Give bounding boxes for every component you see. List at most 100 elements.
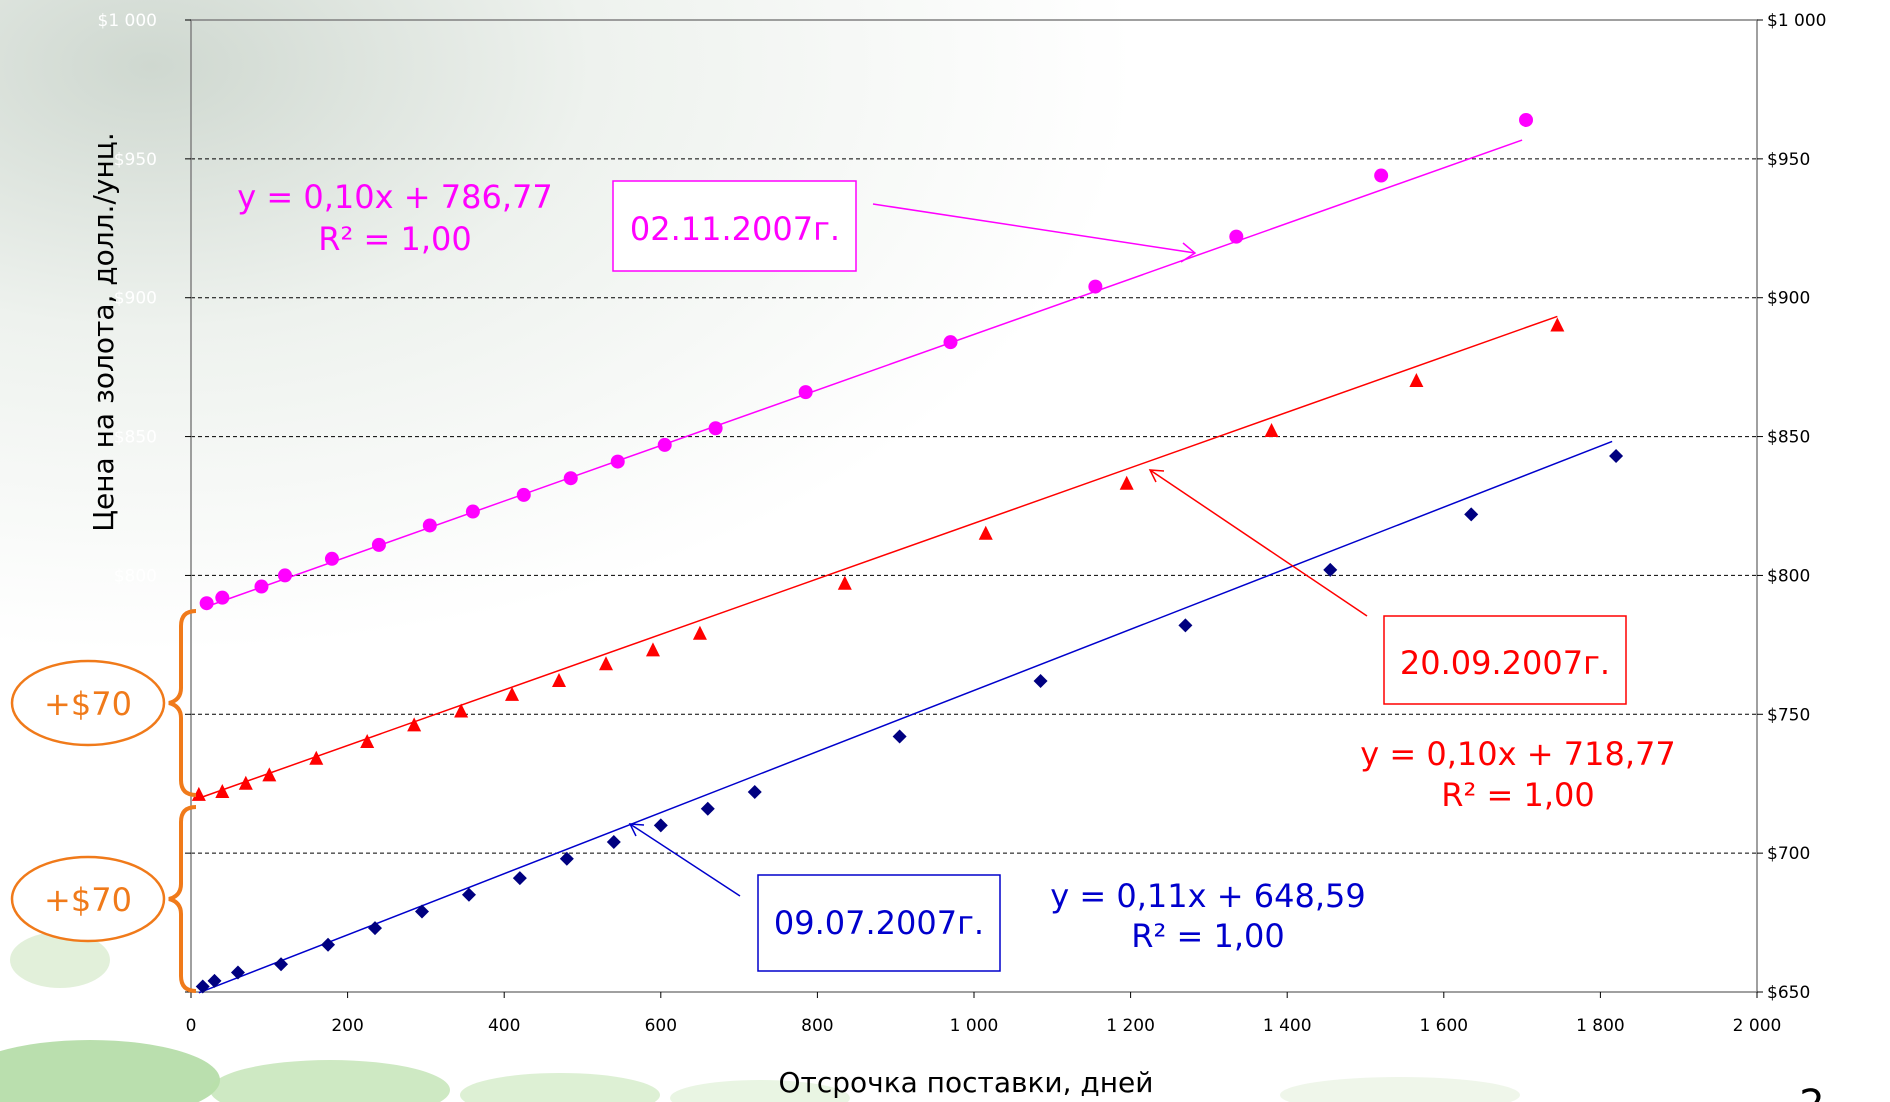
series-sep xyxy=(191,315,1565,801)
brace-icon xyxy=(168,805,197,993)
data-point xyxy=(254,579,269,594)
data-point xyxy=(653,818,668,833)
data-point xyxy=(559,851,574,866)
data-point xyxy=(1088,279,1103,294)
data-point xyxy=(309,750,324,765)
callout-arrow xyxy=(872,203,1196,254)
x-tick-label: 400 xyxy=(488,1016,520,1036)
callout-arrow xyxy=(1149,469,1368,617)
arrowhead-icon xyxy=(1180,242,1197,263)
r2-text: R² = 1,00 xyxy=(1441,776,1594,814)
y-tick-label-left: $650 xyxy=(114,983,157,1003)
data-point xyxy=(1609,449,1624,464)
data-point xyxy=(461,887,476,902)
data-point xyxy=(512,871,527,886)
data-point xyxy=(505,686,520,701)
callout-blue: 09.07.2007г. xyxy=(628,823,1001,972)
data-point xyxy=(215,590,230,605)
r2-text: R² = 1,00 xyxy=(1131,917,1284,955)
data-point xyxy=(1178,618,1193,633)
data-point xyxy=(606,835,621,850)
y-tick-label-right: $950 xyxy=(1767,150,1810,170)
data-point xyxy=(1519,112,1534,127)
data-point xyxy=(414,904,429,919)
data-point xyxy=(321,937,336,952)
y-tick-label-left: $850 xyxy=(114,428,157,448)
data-point xyxy=(191,786,206,801)
y-tick-label-left: $700 xyxy=(114,844,157,864)
x-tick-label: 1 800 xyxy=(1576,1016,1625,1036)
data-point xyxy=(943,335,958,350)
y-axis-right: $650 $700 $750 $800 $850 $900 $950 $1 000 xyxy=(1757,11,1826,1003)
grid xyxy=(191,158,1757,854)
data-point xyxy=(1229,229,1244,244)
callout-label: 02.11.2007г. xyxy=(630,210,840,248)
data-point xyxy=(978,525,993,540)
brace-label: +$70 xyxy=(44,881,132,919)
y-tick-label-right: $750 xyxy=(1767,705,1810,725)
data-point xyxy=(798,385,813,400)
brace-label: +$70 xyxy=(44,685,132,723)
x-tick-label: 600 xyxy=(645,1016,677,1036)
callout-box xyxy=(612,180,857,272)
x-tick-label: 1 400 xyxy=(1263,1016,1312,1036)
data-point xyxy=(1409,373,1424,388)
data-point xyxy=(1374,168,1389,183)
y-axis-title: Цена на золота, долл./унц. xyxy=(87,132,120,531)
x-tick-label: 1 200 xyxy=(1106,1016,1155,1036)
data-point xyxy=(262,767,277,782)
data-point xyxy=(700,801,715,816)
data-point xyxy=(837,575,852,590)
data-point xyxy=(610,454,625,469)
data-point xyxy=(552,672,567,687)
data-point xyxy=(454,703,469,718)
data-point xyxy=(692,625,707,640)
y-tick-label-right: $850 xyxy=(1767,428,1810,448)
data-point xyxy=(371,537,386,552)
y-tick-label-left: $900 xyxy=(114,289,157,309)
data-point xyxy=(516,487,531,502)
data-point xyxy=(1464,507,1479,522)
data-point xyxy=(207,973,222,988)
data-point xyxy=(199,596,214,611)
data-point xyxy=(1323,562,1338,577)
trendline xyxy=(198,315,1558,799)
x-tick-label: 1 600 xyxy=(1419,1016,1468,1036)
arrowhead-icon xyxy=(628,823,645,837)
data-point xyxy=(657,437,672,452)
callout-label: 20.09.2007г. xyxy=(1400,644,1610,682)
brace-upper: +$70 xyxy=(10,609,197,797)
data-point xyxy=(274,957,289,972)
brace-bubble xyxy=(10,855,166,943)
series-jul xyxy=(195,440,1624,994)
data-point xyxy=(407,717,422,732)
x-tick-label: 800 xyxy=(801,1016,833,1036)
callout-arrow xyxy=(629,823,741,897)
y-tick-label-right: $650 xyxy=(1767,983,1810,1003)
callout-red: 20.09.2007г. xyxy=(1148,469,1627,705)
x-axis: 0 200 400 600 800 1 000 1 200 1 400 1 600 1 800 2 … xyxy=(186,992,1781,1036)
callout-box xyxy=(1383,615,1627,705)
x-axis-title: Отсрочка поставки, дней xyxy=(779,1066,1154,1099)
y-tick-label-right: $700 xyxy=(1767,844,1810,864)
trendline xyxy=(198,440,1613,994)
data-point xyxy=(215,784,230,799)
data-point xyxy=(277,568,292,583)
callout-box xyxy=(757,874,1001,972)
data-point xyxy=(1033,673,1048,688)
data-point xyxy=(465,504,480,519)
x-tick-label: 200 xyxy=(331,1016,363,1036)
x-tick-label: 1 000 xyxy=(950,1016,999,1036)
data-point xyxy=(563,471,578,486)
data-point xyxy=(238,775,253,790)
page-number: 2 xyxy=(1799,1082,1824,1102)
equation-magenta: y = 0,10x + 786,77 R² = 1,00 xyxy=(237,178,552,258)
equation-text: y = 0,11x + 648,59 xyxy=(1050,877,1365,915)
data-point xyxy=(1264,423,1279,438)
background-decoration xyxy=(0,932,1520,1102)
y-tick-label-left: $800 xyxy=(114,566,157,586)
data-point xyxy=(747,785,762,800)
data-point xyxy=(598,656,613,671)
data-point xyxy=(360,734,375,749)
data-point xyxy=(368,921,383,936)
